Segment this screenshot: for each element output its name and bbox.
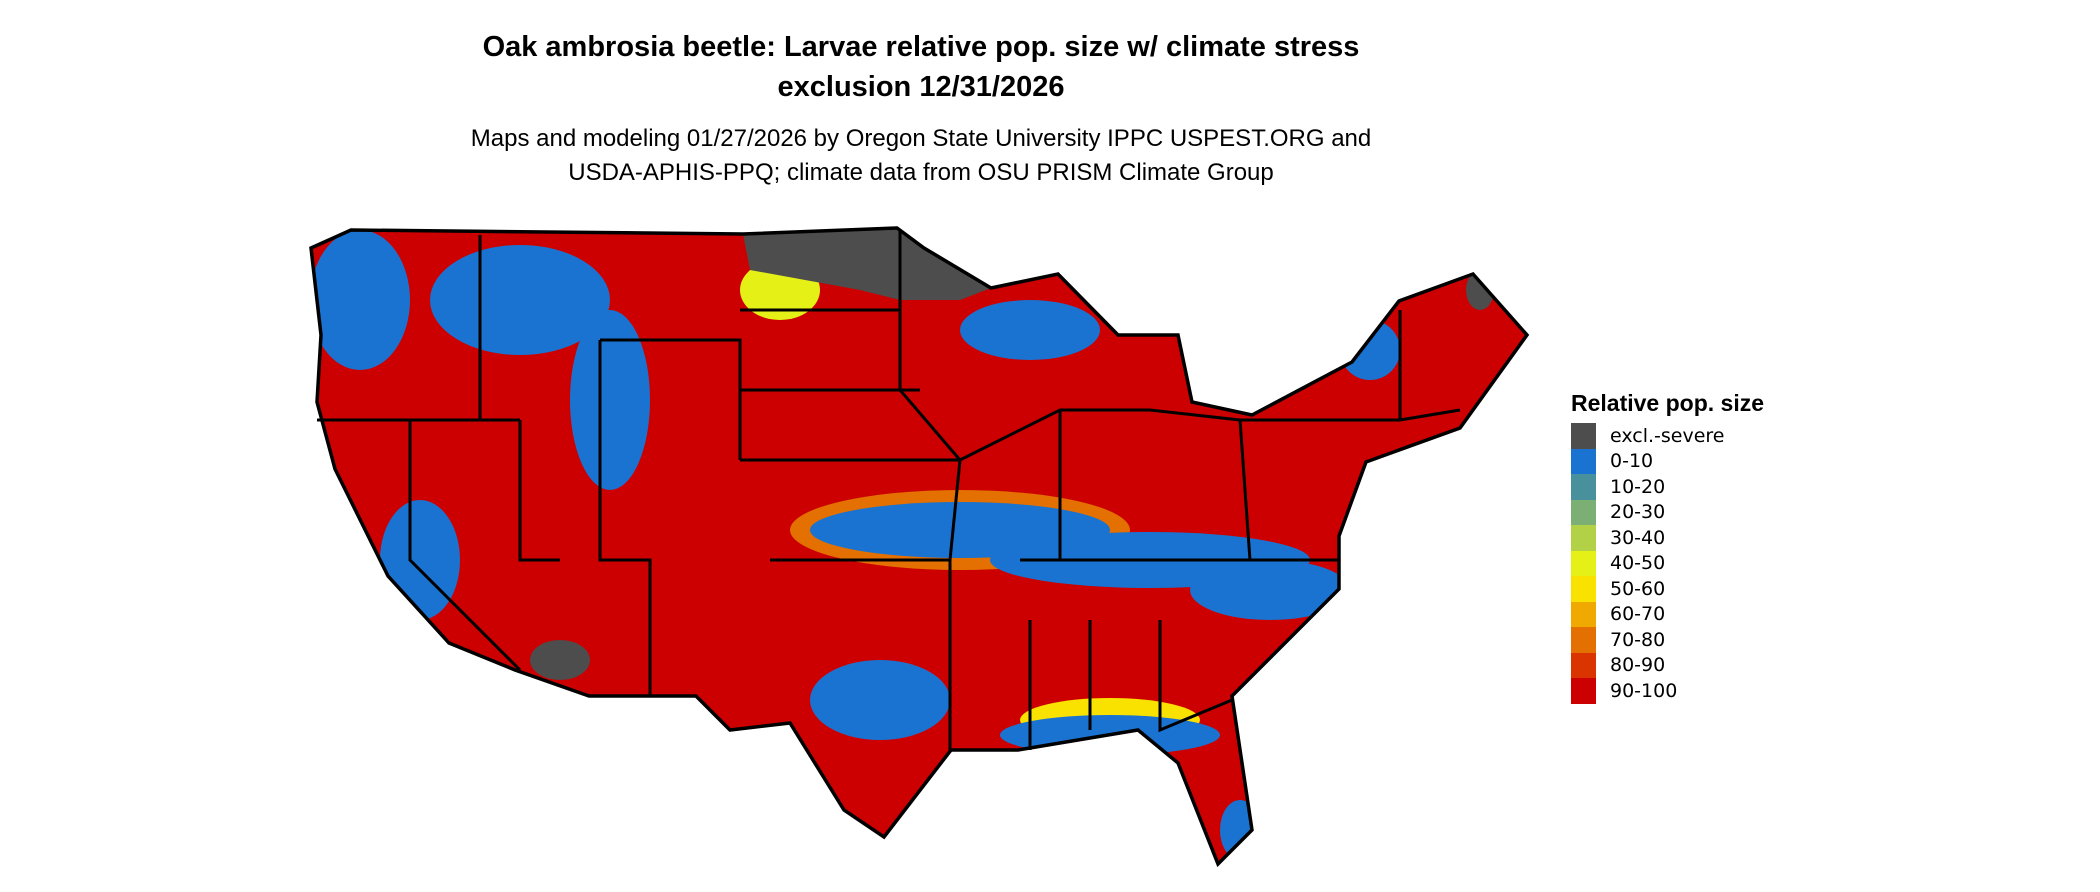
legend-item: 80-90	[1571, 652, 1764, 678]
legend-item: 20-30	[1571, 499, 1764, 525]
legend-title: Relative pop. size	[1571, 390, 1765, 416]
legend-item: 0-10	[1571, 448, 1764, 474]
map-subtitle-line2: USDA-APHIS-PPQ; climate data from OSU PR…	[568, 159, 1274, 186]
legend-item: 10-20	[1571, 474, 1764, 500]
legend-label: 50-60	[1610, 577, 1666, 600]
legend-swatch	[1571, 601, 1596, 627]
state-borders	[317, 230, 1461, 750]
map-subtitle-line1: Maps and modeling 01/27/2026 by Oregon S…	[470, 125, 1372, 152]
legend-swatch	[1571, 474, 1596, 500]
map-title-line1: Oak ambrosia beetle: Larvae relative pop…	[482, 31, 1360, 63]
legend-swatch	[1571, 550, 1596, 576]
legend-item: excl.-severe	[1571, 423, 1764, 449]
legend-label: 30-40	[1610, 526, 1666, 549]
legend-item: 90-100	[1571, 678, 1764, 704]
legend-swatch	[1571, 652, 1596, 678]
legend-item: 60-70	[1571, 601, 1764, 627]
legend-swatch	[1571, 499, 1596, 525]
legend-items: excl.-severe 0-10 10-20 20-30 30-40 40-50 50-6…	[1571, 423, 1764, 704]
legend-label: 80-90	[1610, 654, 1666, 677]
map-title-line2: exclusion 12/31/2026	[777, 71, 1065, 103]
legend-label: 10-20	[1610, 475, 1666, 498]
legend-swatch	[1571, 678, 1596, 704]
legend-label: 20-30	[1610, 501, 1666, 524]
legend-label: 40-50	[1610, 552, 1666, 575]
legend-swatch	[1571, 448, 1596, 474]
legend-label: excl.-severe	[1610, 424, 1725, 447]
legend-swatch	[1571, 627, 1596, 653]
legend-label: 60-70	[1610, 603, 1666, 626]
map-fill	[311, 228, 1527, 864]
legend-item: 50-60	[1571, 576, 1764, 602]
legend-label: 70-80	[1610, 628, 1666, 651]
legend-item: 70-80	[1571, 627, 1764, 653]
legend-item: 40-50	[1571, 550, 1764, 576]
legend-label: 0-10	[1610, 450, 1654, 473]
legend: Relative pop. size excl.-severe 0-10 10-20…	[1571, 390, 1764, 704]
legend-swatch	[1571, 423, 1596, 449]
legend-swatch	[1571, 525, 1596, 551]
legend-swatch	[1571, 576, 1596, 602]
legend-label: 90-100	[1610, 679, 1678, 702]
legend-item: 30-40	[1571, 525, 1764, 551]
